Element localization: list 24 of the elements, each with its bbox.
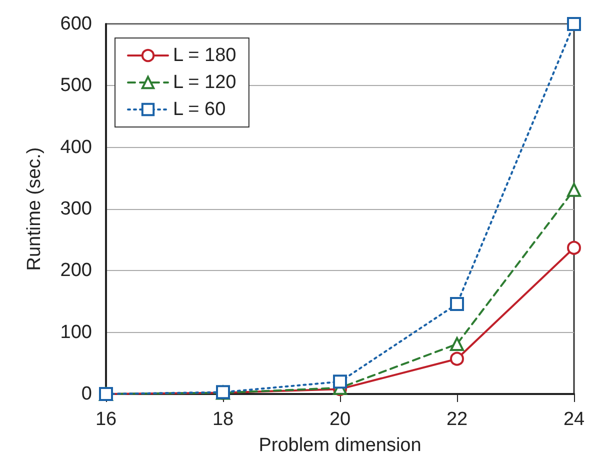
legend-label: L = 180 <box>173 45 236 66</box>
y-tick-label: 600 <box>60 14 92 34</box>
y-tick-label: 200 <box>60 260 92 282</box>
x-tick-label: 16 <box>95 409 117 430</box>
x-tick-label: 24 <box>563 409 585 430</box>
point <box>567 17 581 31</box>
x-axis-title: Problem dimension <box>258 435 422 456</box>
point <box>450 352 464 366</box>
y-tick-label: 300 <box>60 198 92 220</box>
x-tick-label: 18 <box>212 409 234 430</box>
y-tick-label: 500 <box>60 75 92 96</box>
point <box>567 182 581 197</box>
point <box>450 337 464 352</box>
legend-label: L = 120 <box>173 72 236 93</box>
y-axis-title: Runtime (sec.) <box>24 147 45 271</box>
point <box>567 240 581 255</box>
y-tick-label: 100 <box>60 322 92 343</box>
y-tick-label: 0 <box>81 384 92 404</box>
x-tick-label: 22 <box>446 409 468 430</box>
point <box>450 296 464 311</box>
x-tick-label: 20 <box>329 409 351 430</box>
point <box>333 374 347 389</box>
y-tick-label: 400 <box>60 136 92 158</box>
legend-label: L = 60 <box>173 99 226 120</box>
